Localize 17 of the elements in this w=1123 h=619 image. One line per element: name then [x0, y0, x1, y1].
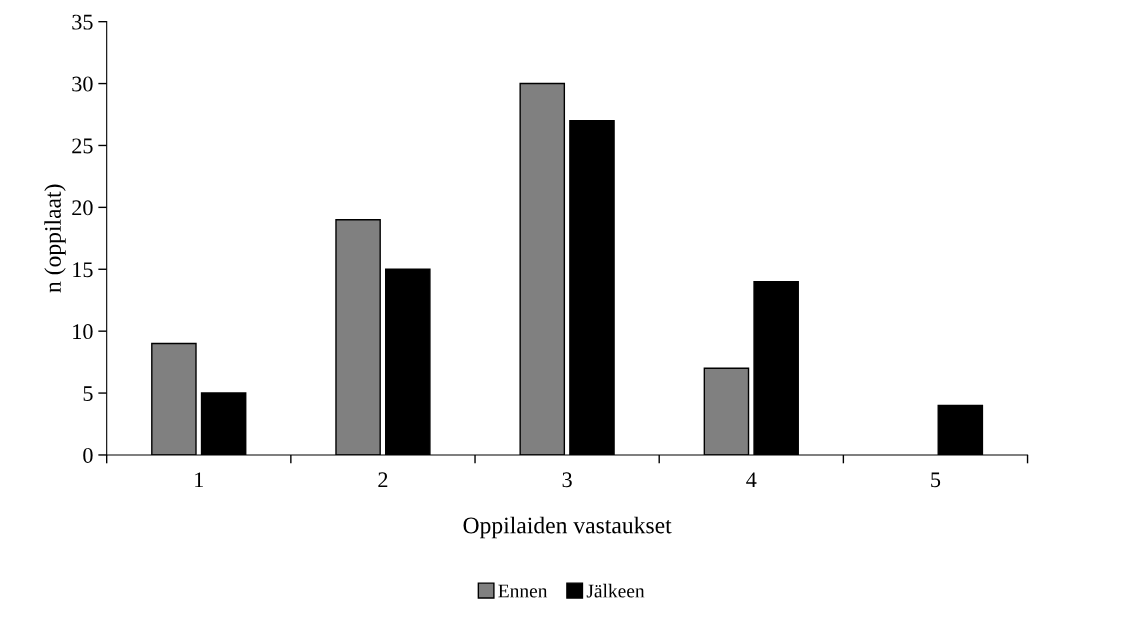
x-tick-label: 4: [746, 472, 757, 488]
x-tick-label: 2: [378, 472, 388, 488]
x-tick-label: 5: [931, 472, 941, 488]
y-tick-label: 5: [83, 386, 93, 401]
y-tick-label: 25: [72, 138, 93, 154]
y-axis-title: n (oppilaat): [44, 184, 66, 293]
x-tick-label: 1: [195, 472, 203, 488]
legend-label: Ennen: [498, 584, 548, 598]
x-tick-label: 3: [562, 472, 572, 488]
x-axis-title: Oppilaiden vastaukset: [463, 516, 672, 539]
y-tick-label: 35: [72, 14, 93, 30]
y-tick-label: 20: [72, 200, 93, 216]
y-tick-label: 10: [73, 324, 93, 340]
y-tick-label: 15: [73, 262, 93, 278]
y-tick-label: 30: [72, 76, 93, 92]
legend-label: Jälkeen: [586, 583, 645, 598]
y-tick-label: 0: [83, 447, 93, 463]
